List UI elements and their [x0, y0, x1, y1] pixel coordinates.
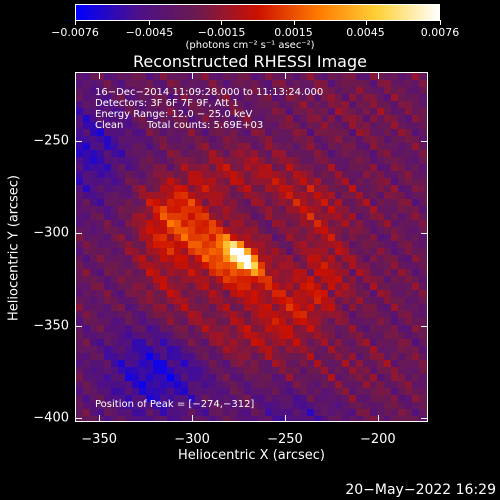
- x-tick-mark: [377, 415, 379, 422]
- y-axis-label: Heliocentric Y (arcsec): [6, 175, 22, 321]
- time-range-annotation: 16−Dec−2014 11:09:28.000 to 11:13:24.000: [95, 87, 324, 98]
- colorbar-tick: [293, 20, 295, 25]
- x-tick-label: −300: [174, 432, 210, 447]
- x-axis-label: Heliocentric X (arcsec): [178, 448, 325, 463]
- detectors-annotation: Detectors: 3F 6F 7F 9F, Att 1: [95, 98, 239, 109]
- x-tick-mark: [192, 72, 194, 79]
- colorbar-tick: [365, 20, 367, 25]
- plot-area: 16−Dec−2014 11:09:28.000 to 11:13:24.000…: [75, 72, 428, 422]
- x-tick-mark: [99, 72, 101, 79]
- x-tick-mark: [284, 415, 286, 422]
- colorbar-unit: (photons cm⁻² s⁻¹ asec⁻²): [185, 40, 315, 51]
- x-tick-mark: [284, 72, 286, 79]
- y-tick-mark: [75, 140, 82, 142]
- y-tick-label: −300: [33, 225, 69, 241]
- y-tick-mark: [75, 325, 82, 327]
- colorbar-tick-label: −0.0076: [51, 26, 99, 39]
- colorbar-tick-label: 0.0045: [346, 26, 385, 39]
- x-tick-label: −350: [81, 432, 117, 447]
- colorbar-tick: [75, 20, 76, 25]
- y-tick-mark: [421, 140, 428, 142]
- heatmap-image: [76, 73, 427, 421]
- x-tick-mark: [99, 415, 101, 422]
- colorbar-tick-label: −0.0015: [197, 26, 246, 39]
- y-tick-label: −350: [33, 318, 69, 334]
- colorbar-tick: [221, 20, 223, 25]
- y-tick-mark: [421, 233, 428, 235]
- colorbar-tick-label: 0.0076: [420, 26, 460, 39]
- y-tick-label: −400: [33, 410, 69, 426]
- y-tick-label: −250: [33, 133, 69, 149]
- x-tick-mark: [377, 72, 379, 79]
- total-counts-annotation: Total counts: 5.69E+03: [147, 120, 264, 131]
- y-tick-mark: [75, 418, 82, 420]
- colorbar-tick-label: 0.0015: [274, 26, 313, 39]
- algorithm-annotation: Clean: [95, 120, 124, 131]
- colorbar-tick: [440, 20, 441, 25]
- peak-position-annotation: Position of Peak = [−274,−312]: [95, 399, 255, 410]
- x-tick-mark: [192, 415, 194, 422]
- footer-date: 20−May−2022 16:29: [345, 482, 496, 498]
- x-tick-label: −250: [267, 432, 303, 447]
- y-tick-mark: [75, 233, 82, 235]
- colorbar-tick: [149, 20, 151, 25]
- x-tick-label: −200: [359, 432, 396, 447]
- energy-range-annotation: Energy Range: 12.0 − 25.0 keV: [95, 109, 253, 120]
- colorbar: [75, 4, 440, 21]
- y-tick-mark: [421, 418, 428, 420]
- colorbar-tick-label: −0.0045: [125, 26, 174, 39]
- y-tick-mark: [421, 325, 428, 327]
- chart-title: Reconstructed RHESSI Image: [133, 52, 367, 71]
